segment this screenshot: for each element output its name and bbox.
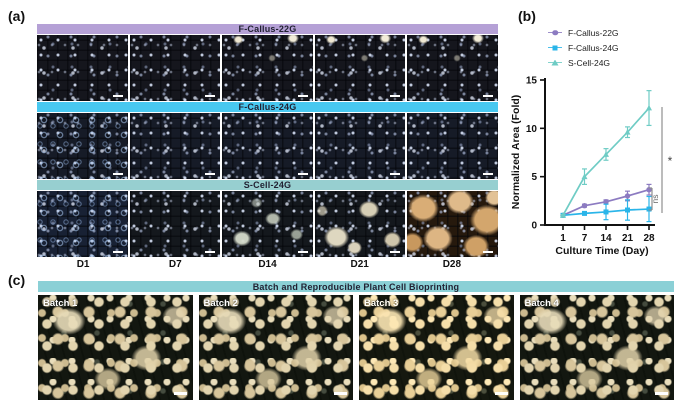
micrograph-s-cell-24g-d1 <box>37 191 128 257</box>
day-label: D28 <box>442 259 462 270</box>
micrograph-f-callus-24g-d21 <box>314 113 406 179</box>
batch-label: Batch 1 <box>43 298 78 309</box>
micrograph-row-f-callus-22g <box>37 35 498 101</box>
batch-label: Batch 4 <box>524 298 559 309</box>
group-header-label: S-Cell-24G <box>243 180 292 190</box>
micrograph-s-cell-24g-d28 <box>407 191 498 257</box>
scale-bar <box>482 250 493 253</box>
legend-marker-square <box>548 43 562 52</box>
legend-item-s-cell-24g: S-Cell-24G <box>548 57 619 68</box>
scale-bar <box>173 392 187 395</box>
legend-marker-triangle <box>548 58 562 67</box>
panel-c-label: (c) <box>8 272 26 288</box>
scale-bar <box>390 172 401 175</box>
svg-text:Culture Time (Day): Culture Time (Day) <box>555 245 648 257</box>
scale-bar <box>390 250 401 253</box>
svg-text:1: 1 <box>560 233 566 244</box>
day-labels: D1 D7 D14 D21 D28 <box>37 259 498 270</box>
svg-text:15: 15 <box>526 76 538 87</box>
panel-a-micrograph-grid: F-Callus-22G F-Callus-24G S-Cell-24G D1 … <box>37 24 498 270</box>
micrograph-f-callus-22g-d28 <box>407 35 498 101</box>
batch-label: Batch 3 <box>364 298 399 309</box>
svg-text:Normalized Area (Fold): Normalized Area (Fold) <box>510 95 522 210</box>
svg-text:0: 0 <box>531 221 537 232</box>
micrograph-s-cell-24g-d7 <box>129 191 221 257</box>
scale-bar <box>494 392 508 395</box>
legend-item-f-callus-22g: F-Callus-22G <box>548 27 619 38</box>
photo-batch-3: Batch 3 <box>359 295 514 400</box>
micrograph-f-callus-24g-d28 <box>407 113 498 179</box>
svg-text:21: 21 <box>622 233 634 244</box>
legend-marker-circle <box>548 28 562 37</box>
scale-bar <box>482 94 493 97</box>
scale-bar <box>205 94 216 97</box>
svg-text:*: * <box>668 154 673 168</box>
svg-text:14: 14 <box>600 233 612 244</box>
group-header-label: F-Callus-24G <box>238 102 297 112</box>
batch-photo-row: Batch 1 Batch 2 Batch 3 Batch 4 <box>38 295 674 400</box>
scale-bar <box>482 172 493 175</box>
day-label: D1 <box>76 259 90 270</box>
micrograph-f-callus-24g-d1 <box>37 113 128 179</box>
svg-text:5: 5 <box>531 172 537 183</box>
legend-label: S-Cell-24G <box>568 57 611 68</box>
micrograph-f-callus-24g-d7 <box>129 113 221 179</box>
micrograph-f-callus-22g-d7 <box>129 35 221 101</box>
micrograph-f-callus-22g-d21 <box>314 35 406 101</box>
panel-b-label: (b) <box>518 8 536 24</box>
micrograph-row-f-callus-24g <box>37 113 498 179</box>
group-header-label: F-Callus-22G <box>238 24 297 34</box>
svg-text:10: 10 <box>526 124 538 135</box>
panel-c-header-label: Batch and Reproducible Plant Cell Biopri… <box>252 281 460 292</box>
photo-batch-2: Batch 2 <box>198 295 353 400</box>
micrograph-f-callus-22g-d1 <box>37 35 128 101</box>
group-header-s-cell-24g: S-Cell-24G <box>37 180 498 190</box>
scale-bar <box>655 392 668 395</box>
legend-label: F-Callus-22G <box>568 27 619 38</box>
scale-bar <box>334 392 347 395</box>
scale-bar <box>112 94 123 97</box>
panel-c-header: Batch and Reproducible Plant Cell Biopri… <box>38 281 674 292</box>
scale-bar <box>112 172 123 175</box>
micrograph-f-callus-24g-d14 <box>222 113 313 179</box>
legend-item-f-callus-24g: F-Callus-24G <box>548 42 619 53</box>
scale-bar <box>205 250 216 253</box>
photo-batch-1: Batch 1 <box>38 295 193 400</box>
group-header-f-callus-22g: F-Callus-22G <box>37 24 498 34</box>
svg-text:7: 7 <box>582 233 588 244</box>
scale-bar <box>297 250 308 253</box>
svg-text:ns: ns <box>650 195 660 204</box>
scale-bar <box>390 94 401 97</box>
micrograph-s-cell-24g-d21 <box>314 191 406 257</box>
micrograph-row-s-cell-24g <box>37 191 498 257</box>
scale-bar <box>112 250 123 253</box>
group-header-f-callus-24g: F-Callus-24G <box>37 102 498 112</box>
scale-bar <box>297 94 308 97</box>
batch-label: Batch 2 <box>203 298 238 309</box>
day-label: D21 <box>350 259 369 270</box>
scale-bar <box>297 172 308 175</box>
scale-bar <box>205 172 216 175</box>
day-label: D14 <box>258 259 277 270</box>
photo-batch-4: Batch 4 <box>519 295 674 400</box>
chart-legend: F-Callus-22G F-Callus-24G S-Cell-24G <box>548 27 619 68</box>
legend-label: F-Callus-24G <box>568 42 619 53</box>
micrograph-f-callus-22g-d14 <box>222 35 313 101</box>
panel-a-label: (a) <box>8 8 26 24</box>
micrograph-s-cell-24g-d14 <box>222 191 313 257</box>
day-label: D7 <box>168 259 182 270</box>
svg-text:28: 28 <box>643 233 655 244</box>
